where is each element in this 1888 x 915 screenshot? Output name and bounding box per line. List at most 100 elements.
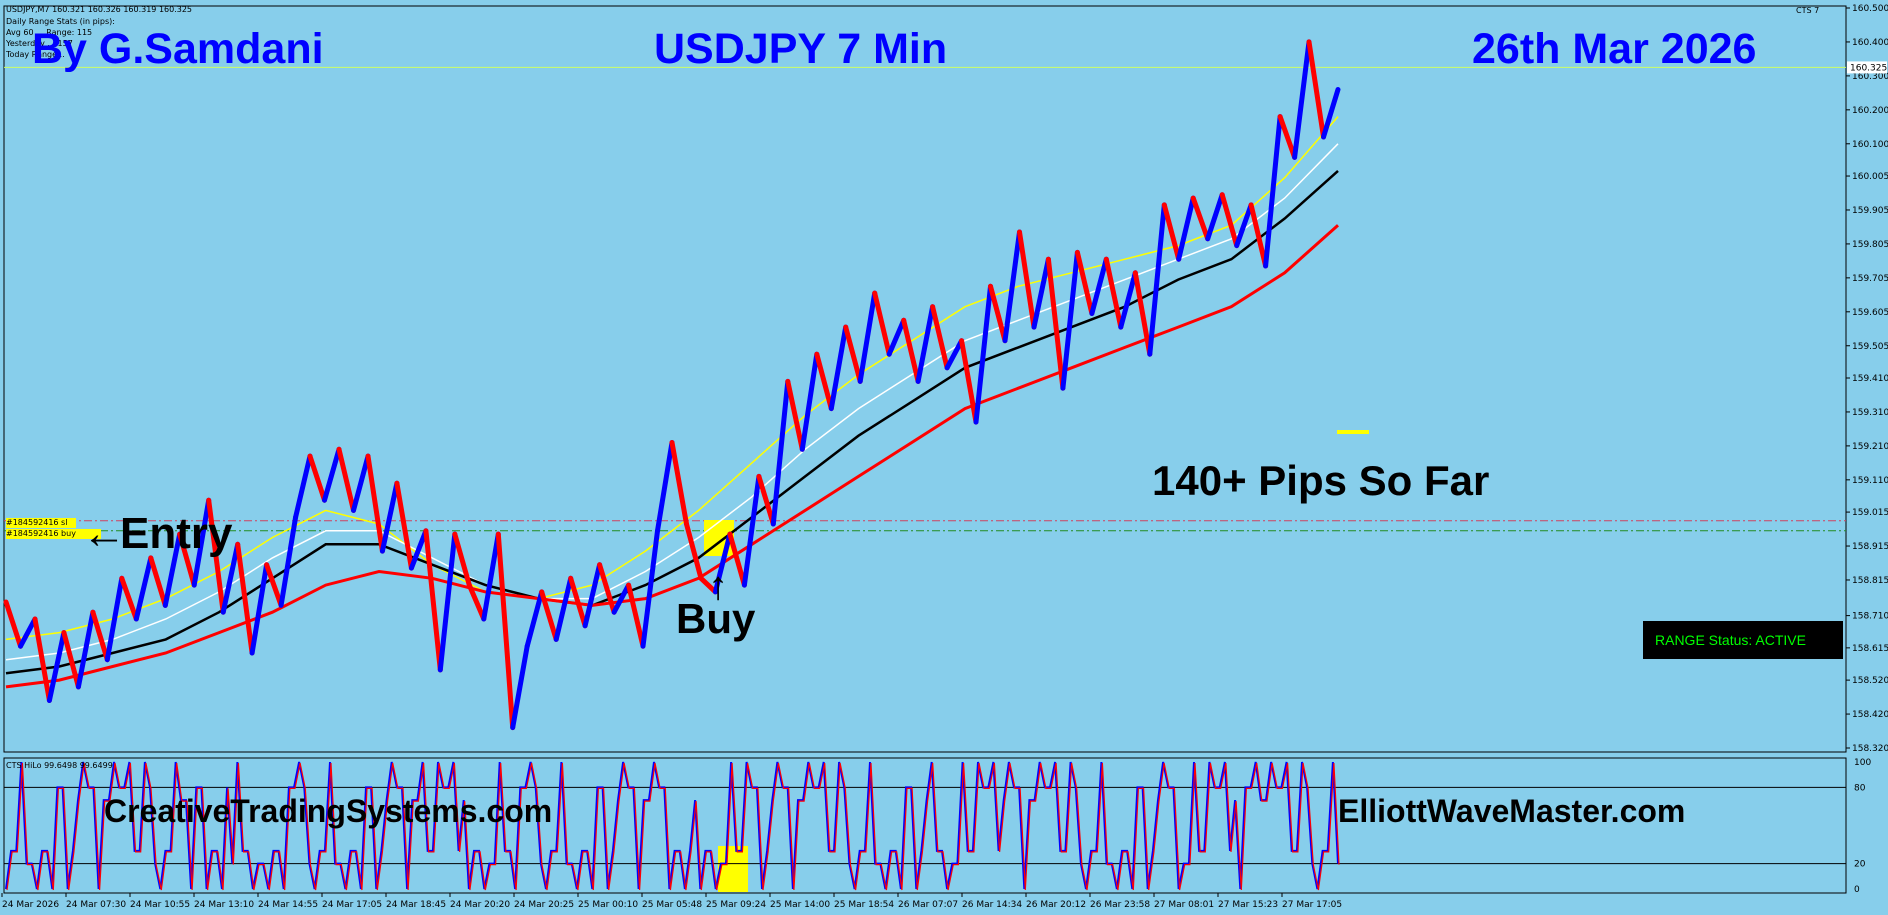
- up-wave-segment: [46, 630, 67, 703]
- up-wave-segment: [75, 609, 96, 690]
- down-wave-segment: [901, 317, 921, 384]
- up-wave-segment: [655, 440, 675, 534]
- down-wave-segment: [1103, 256, 1124, 330]
- up-wave-segment: [1263, 114, 1283, 269]
- up-wave-segment: [1292, 39, 1312, 160]
- up-wave-segment: [524, 589, 545, 649]
- site-right-label: ElliottWaveMaster.com: [1338, 793, 1686, 829]
- x-tick-label: 27 Mar 17:05: [1282, 900, 1342, 910]
- x-tick-label: 26 Mar 14:34: [962, 900, 1022, 910]
- x-tick-label: 25 Mar 18:54: [834, 900, 894, 910]
- up-wave-segment: [640, 528, 660, 649]
- y-tick-label: 158.815: [1852, 576, 1888, 586]
- x-tick-label: 26 Mar 07:07: [898, 900, 958, 910]
- x-tick-label: 24 Mar 14:55: [258, 900, 318, 910]
- corner-label: CTS 7: [1796, 6, 1820, 15]
- y-tick-label: 159.505: [1852, 342, 1888, 352]
- down-wave-segment: [264, 562, 284, 608]
- y-tick-label: 160.500: [1852, 4, 1888, 14]
- up-wave-segment: [220, 541, 241, 615]
- down-wave-segment: [394, 480, 414, 571]
- up-wave-segment: [379, 480, 400, 554]
- y-tick-label: 159.015: [1852, 508, 1888, 518]
- down-wave-segment: [452, 531, 472, 588]
- y-tick-label: 158.615: [1852, 644, 1888, 654]
- down-wave-segment: [1306, 39, 1326, 140]
- up-wave-segment: [1147, 202, 1167, 357]
- x-tick-label: 25 Mar 14:00: [770, 900, 830, 910]
- down-wave-segment: [423, 528, 443, 673]
- up-wave-segment: [1031, 256, 1051, 330]
- down-wave-segment: [959, 338, 979, 425]
- down-wave-segment: [90, 609, 110, 663]
- down-wave-segment: [626, 582, 646, 649]
- down-wave-segment: [1132, 270, 1153, 357]
- moving-average-4: [5, 224, 1339, 689]
- up-wave-segment: [104, 575, 125, 663]
- indicator-header: CTS HiLo 99.6498 99.6499: [6, 761, 113, 770]
- up-wave-segment: [944, 338, 965, 371]
- x-tick-label: 24 Mar 07:30: [66, 900, 126, 910]
- up-wave-segment: [18, 616, 38, 649]
- x-tick-label: 25 Mar 05:48: [642, 900, 702, 910]
- osc-tick-label: 100: [1854, 758, 1871, 768]
- down-wave-segment: [495, 531, 516, 731]
- up-wave-segment: [408, 528, 429, 571]
- up-wave-segment: [191, 497, 212, 588]
- down-wave-segment: [119, 575, 139, 622]
- up-wave-segment: [481, 531, 501, 622]
- x-tick-label: 24 Mar 20:20: [450, 900, 510, 910]
- up-wave-segment: [133, 555, 154, 622]
- down-wave-segment: [307, 453, 327, 503]
- down-wave-segment: [597, 562, 617, 615]
- y-tick-label: 160.300: [1852, 72, 1888, 82]
- up-wave-segment: [278, 514, 299, 608]
- x-tick-label: 27 Mar 15:23: [1218, 900, 1278, 910]
- info-line-2: Avg 60 ... Range: 115: [6, 28, 93, 37]
- y-tick-label: 158.520: [1852, 676, 1888, 686]
- up-wave-segment: [1002, 229, 1022, 344]
- up-wave-segment: [828, 324, 849, 412]
- y-tick-label: 160.400: [1852, 38, 1888, 48]
- x-tick-label: 24 Mar 2026: [2, 900, 59, 910]
- down-wave-segment: [466, 582, 487, 622]
- order-buy-tag: #184592416 buy: [6, 529, 101, 539]
- y-tick-label: 159.905: [1852, 206, 1888, 216]
- y-tick-label: 159.310: [1852, 408, 1888, 418]
- down-wave-segment: [814, 351, 834, 412]
- up-wave-segment: [611, 582, 632, 615]
- y-tick-label: 159.605: [1852, 308, 1888, 318]
- up-arrow-icon: ↑: [708, 564, 728, 608]
- up-wave-segment: [553, 575, 574, 642]
- y-tick-label: 158.710: [1852, 612, 1888, 622]
- down-wave-segment: [1017, 229, 1037, 330]
- down-wave-segment: [568, 575, 588, 629]
- left-arrow-icon: ←: [82, 509, 126, 558]
- osc-tick-label: 80: [1854, 783, 1866, 793]
- up-wave-segment: [293, 453, 313, 520]
- current-price-label: 160.325: [1850, 63, 1887, 73]
- x-tick-label: 24 Mar 17:05: [322, 900, 382, 910]
- osc-highlight: [718, 846, 748, 892]
- up-wave-segment: [886, 317, 907, 357]
- symbol-header: USDJPY,M7 160.321 160.326 160.319 160.32…: [6, 5, 193, 14]
- current-price-tag: [1847, 61, 1887, 74]
- info-line-1: Daily Range Stats (in pips):: [6, 17, 115, 26]
- down-wave-segment: [872, 290, 892, 357]
- down-wave-segment: [235, 541, 255, 656]
- up-wave-segment: [857, 290, 878, 384]
- range-status-box: RANGE Status: ACTIVE: [1643, 621, 1843, 659]
- info-line-4: Today Range...: [6, 50, 65, 59]
- osc-tick-label: 20: [1854, 860, 1866, 870]
- up-wave-segment: [1321, 87, 1341, 140]
- author-title: By G.Samdani: [32, 25, 324, 73]
- down-wave-segment: [1277, 114, 1298, 160]
- x-tick-label: 24 Mar 18:45: [386, 900, 446, 910]
- down-wave-segment: [756, 473, 776, 527]
- down-wave-segment: [1248, 202, 1269, 269]
- down-wave-segment: [684, 521, 704, 581]
- down-wave-segment: [698, 575, 718, 595]
- up-wave-segment: [322, 446, 342, 503]
- up-wave-segment: [973, 283, 993, 425]
- y-tick-label: 158.420: [1852, 710, 1888, 720]
